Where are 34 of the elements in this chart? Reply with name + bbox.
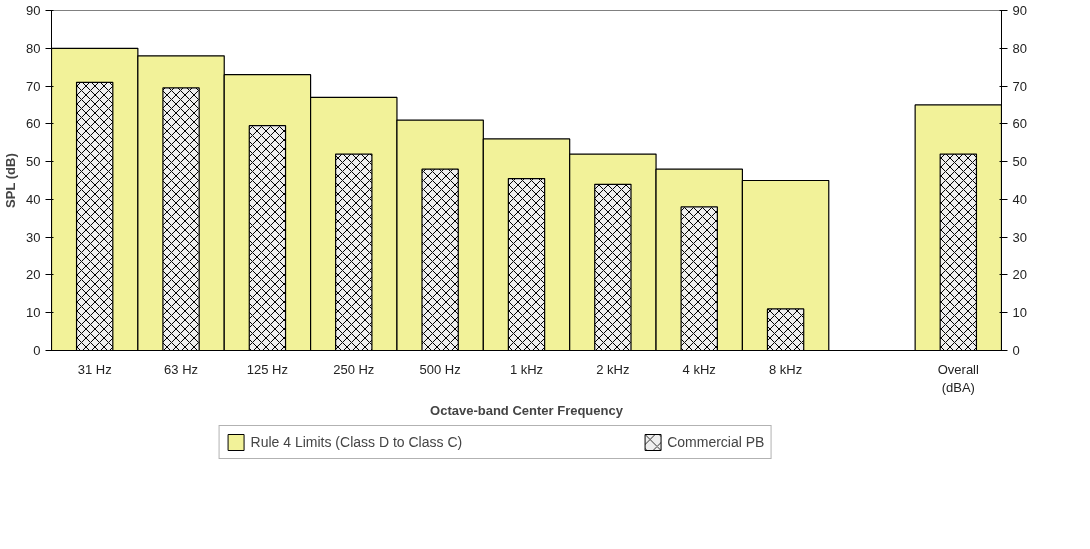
y2-tick-label: 50	[1012, 154, 1027, 170]
x-tick-label: 2 kHz	[596, 361, 630, 377]
y2-tick-label: 70	[1012, 78, 1027, 94]
x-tick-label: 250 Hz	[333, 361, 375, 377]
y2-tick-label: 60	[1012, 116, 1027, 132]
y2-tick-label: 20	[1012, 267, 1027, 283]
x-axis-title: Octave-band Center Frequency	[430, 402, 624, 418]
y2-tick-label: 80	[1012, 40, 1027, 56]
y-tick-label: 30	[26, 229, 41, 245]
legend-label: Rule 4 Limits (Class D to Class C)	[250, 434, 463, 450]
y2-tick-label: 90	[1012, 3, 1027, 18]
x-tick-label: 63 Hz	[164, 361, 199, 377]
y2-tick-label: 30	[1012, 229, 1027, 245]
y-axis-title: SPL (dB)	[3, 153, 19, 208]
x-tick-label: 1 kHz	[509, 361, 544, 377]
y-tick-label: 0	[33, 343, 41, 358]
y-tick-label: 50	[26, 154, 41, 170]
legend-label: Commercial PB	[667, 434, 765, 450]
y-tick-label: 90	[26, 3, 41, 18]
x-tick-label: 31 Hz	[77, 361, 112, 377]
y-tick-label: 60	[26, 116, 41, 132]
x-tick-label: 500 Hz	[419, 361, 461, 377]
y2-tick-label: 0	[1012, 343, 1020, 358]
y-tick-label: 40	[26, 191, 41, 207]
y-tick-label: 20	[26, 267, 41, 283]
x-tick-label: 4 kHz	[682, 361, 716, 377]
x-tick-label: 8 kHz	[768, 361, 803, 377]
x-tick-label: Overall (dBA)	[937, 361, 980, 395]
y2-tick-label: 40	[1012, 191, 1027, 207]
y2-tick-label: 10	[1012, 305, 1027, 321]
y-tick-label: 70	[26, 78, 41, 94]
y-tick-label: 10	[26, 305, 41, 321]
x-tick-label: 125 Hz	[246, 361, 289, 377]
y-tick-label: 80	[26, 40, 41, 56]
